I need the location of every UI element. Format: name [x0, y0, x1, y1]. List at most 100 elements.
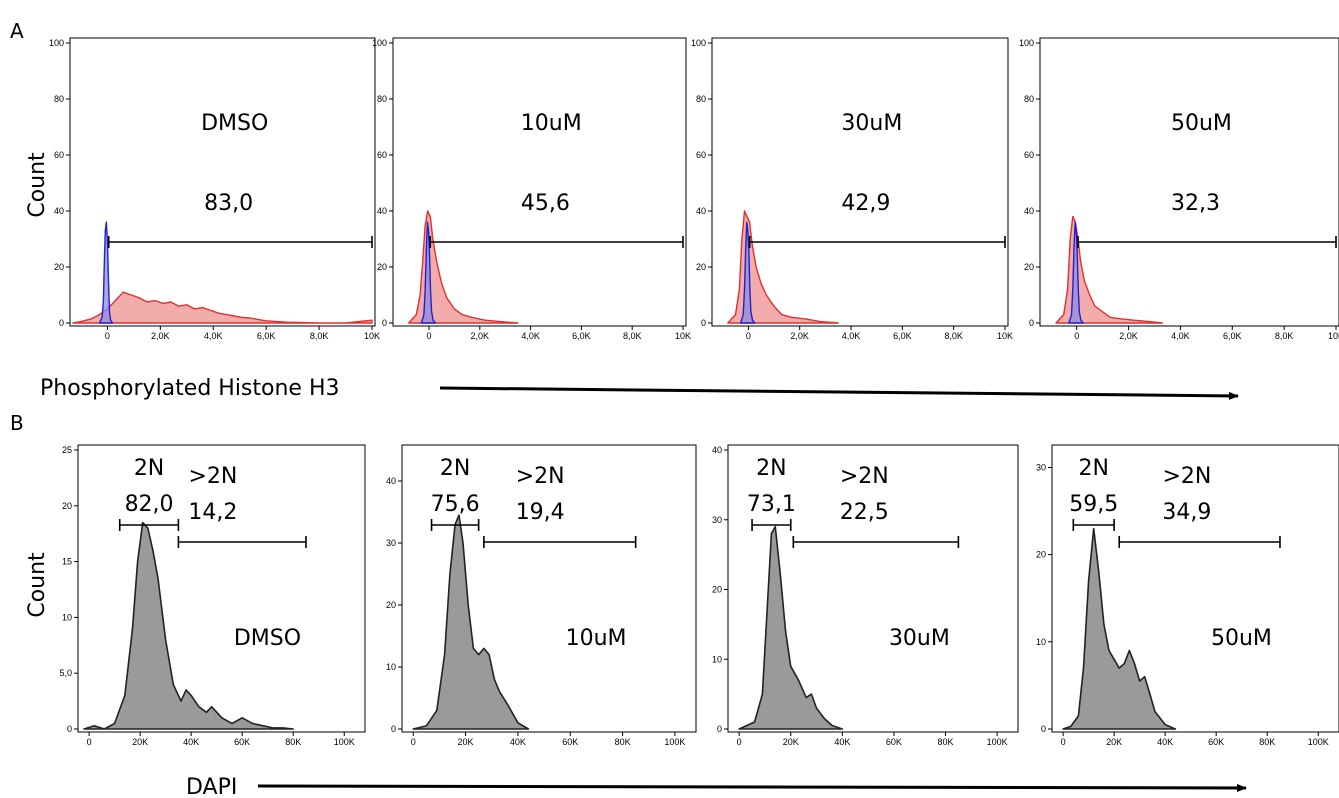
y-tick-label: 40 — [54, 206, 64, 216]
chart-panel-a-dmso: 0 20 40 60 80 100 0 2,0K 4,0K 6,0K 8,0K 10K DMSO 83,0 — [49, 37, 380, 341]
y-tick-label: 80 — [377, 94, 387, 104]
histogram-layer — [72, 221, 373, 324]
x-tick-label: 60K — [886, 737, 902, 747]
y-tick-label: 80 — [696, 94, 706, 104]
gate-label: >2N — [840, 464, 889, 489]
x-tick-label: 60K — [234, 737, 250, 747]
panel-b-x-axis-arrow — [257, 783, 1247, 792]
x-tick-label: 10K — [364, 331, 380, 341]
y-tick-label: 40 — [1024, 206, 1034, 216]
x-tick-label: 8,0K — [623, 331, 642, 341]
y-tick-label: 0 — [717, 724, 722, 734]
x-tick-label: 6,0K — [893, 331, 912, 341]
x-tick-label: 100K — [664, 737, 685, 747]
plot-frame — [727, 444, 1019, 733]
y-tick-label: 60 — [696, 150, 706, 160]
x-tick-label: 100K — [1308, 737, 1329, 747]
condition-label: 10uM — [521, 111, 582, 136]
gate-percent: 14,2 — [188, 500, 237, 525]
panel-a-x-axis-label: Phosphorylated Histone H3 — [40, 376, 340, 401]
x-tick-label: 80K — [285, 737, 301, 747]
x-tick-label: 6,0K — [257, 331, 276, 341]
x-tick-label: 40K — [183, 737, 199, 747]
x-tick-label: 0 — [737, 737, 742, 747]
gate-percent: 82,0 — [125, 492, 174, 517]
y-tick-label: 0 — [59, 318, 64, 328]
y-tick-label: 0 — [701, 318, 706, 328]
y-tick-label: 40 — [696, 206, 706, 216]
y-tick-label: 15 — [62, 557, 72, 567]
gate-percent: 73,1 — [747, 492, 796, 517]
gate-percent: 22,5 — [840, 500, 889, 525]
histogram-layer — [727, 210, 839, 324]
y-tick-label: 20 — [54, 262, 64, 272]
y-tick-label: 30 — [1036, 462, 1046, 472]
x-tick-label: 4,0K — [842, 331, 861, 341]
y-tick-label: 20 — [377, 262, 387, 272]
isotype-histogram — [98, 221, 114, 324]
y-tick-label: 0 — [391, 724, 396, 734]
plot-frame — [401, 444, 697, 733]
y-tick-label: 60 — [54, 150, 64, 160]
y-tick-label: 20 — [1036, 550, 1046, 560]
histogram-layer — [1055, 215, 1163, 324]
y-tick-label: 10 — [712, 654, 722, 664]
gate-label: >2N — [188, 464, 237, 489]
y-tick-label: 0 — [1041, 724, 1046, 734]
y-tick-label: 60 — [377, 150, 387, 160]
x-tick-label: 100K — [334, 737, 355, 747]
gate-label: >2N — [1162, 464, 1211, 489]
x-tick-label: 80K — [938, 737, 954, 747]
isotype-histogram — [1068, 221, 1084, 324]
chart-panel-a-30um: 0 20 40 60 80 100 0 2,0K 4,0K 6,0K 8,0K 10K 30uM 42,9 — [691, 37, 1013, 341]
plot-frame — [1051, 444, 1339, 733]
condition-label: DMSO — [201, 111, 268, 136]
y-tick-label: 25 — [62, 445, 72, 455]
gate-label: 2N — [134, 456, 164, 481]
y-tick-label: 10 — [1036, 637, 1046, 647]
x-tick-label: 100K — [987, 737, 1008, 747]
sample-histogram — [72, 291, 373, 324]
sample-histogram — [1055, 215, 1163, 324]
panel-a-letter: A — [10, 19, 24, 43]
x-tick-label: 4,0K — [521, 331, 540, 341]
gate-label: 2N — [440, 456, 470, 481]
x-tick-label: 2,0K — [151, 331, 170, 341]
x-tick-label: 0 — [411, 737, 416, 747]
condition-label: 50uM — [1211, 626, 1272, 651]
x-tick-label: 60K — [1208, 737, 1224, 747]
x-tick-label: 10K — [997, 331, 1013, 341]
histogram-layer — [412, 514, 530, 730]
chart-panel-b-50um: 0 10 20 30 0 20K 40K 60K 80K 100K 50uM 2N 59,5 >2N 34,… — [1036, 444, 1339, 747]
histogram-layer — [738, 525, 844, 730]
x-tick-label: 4,0K — [1171, 331, 1190, 341]
x-tick-label: 2,0K — [790, 331, 809, 341]
x-tick-label: 20K — [783, 737, 799, 747]
condition-label: 30uM — [841, 111, 902, 136]
y-tick-label: 20 — [62, 501, 72, 511]
x-tick-label: 0 — [1061, 737, 1066, 747]
condition-label: DMSO — [234, 626, 301, 651]
y-tick-label: 0 — [67, 724, 72, 734]
gate-percent: 19,4 — [516, 500, 565, 525]
panel-b-letter: B — [10, 411, 24, 435]
y-tick-label: 30 — [386, 538, 396, 548]
plot-frame — [711, 37, 1009, 327]
plot-frame — [77, 444, 366, 733]
x-tick-label: 80K — [615, 737, 631, 747]
panel-a-y-axis-label: Count — [25, 152, 50, 218]
y-tick-label: 40 — [377, 206, 387, 216]
gate-percent: 59,5 — [1069, 492, 1118, 517]
x-tick-label: 0 — [427, 331, 432, 341]
sample-histogram — [727, 210, 839, 324]
sample-histogram — [83, 521, 295, 730]
x-tick-label: 8,0K — [944, 331, 963, 341]
panel-a-x-axis-arrow — [439, 386, 1239, 400]
x-tick-label: 6,0K — [1223, 331, 1242, 341]
plot-frame — [1039, 37, 1339, 327]
condition-label: 30uM — [889, 626, 950, 651]
isotype-histogram — [739, 221, 756, 324]
sample-histogram — [738, 525, 844, 730]
x-tick-label: 0 — [1074, 331, 1079, 341]
x-tick-label: 2,0K — [471, 331, 490, 341]
